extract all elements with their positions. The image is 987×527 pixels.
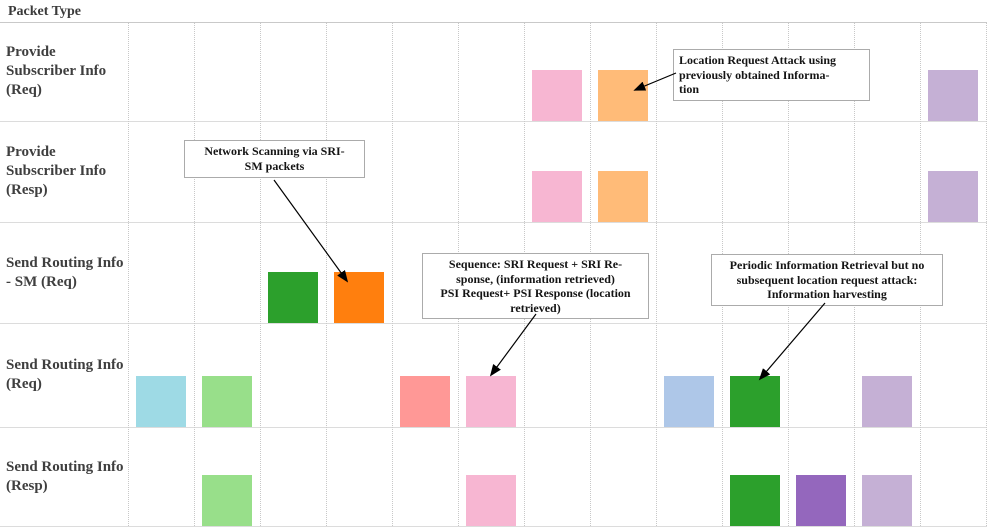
row-separator-line [0, 323, 987, 324]
packet-block [928, 70, 978, 121]
time-gridline [392, 22, 393, 526]
packet-block [862, 376, 912, 427]
packet-block [532, 70, 582, 121]
packet-block [466, 376, 516, 427]
row-label: Send Routing Info - SM (Req) [6, 255, 124, 290]
packet-block [730, 475, 780, 526]
packet-block [202, 475, 252, 526]
time-gridline [260, 22, 261, 526]
packet-block [598, 171, 648, 222]
packet-block [928, 171, 978, 222]
row-label: Provide Subscriber Info (Resp) [6, 144, 107, 198]
row-separator-line [0, 22, 987, 23]
packet-block [400, 376, 450, 427]
packet-block [862, 475, 912, 526]
annotation-arrow [758, 302, 826, 381]
y-axis-header: Packet Type [8, 4, 81, 19]
annotation-box: Sequence: SRI Request + SRI Re- sponse, … [422, 253, 649, 319]
packet-block [268, 272, 318, 323]
time-gridline [128, 22, 129, 526]
packet-block [598, 70, 648, 121]
row-label: Send Routing Info (Req) [6, 357, 124, 392]
annotation-box: Periodic Information Retrieval but no su… [711, 254, 943, 306]
time-gridline [656, 22, 657, 526]
packet-block [796, 475, 846, 526]
packet-block [202, 376, 252, 427]
row-label: Send Routing Info (Resp) [6, 459, 124, 494]
row-separator-line [0, 121, 987, 122]
annotation-arrow [273, 179, 349, 283]
time-gridline [326, 22, 327, 526]
packet-block [730, 376, 780, 427]
packet-block [466, 475, 516, 526]
packet-block [136, 376, 186, 427]
annotation-box: Location Request Attack using previously… [673, 49, 870, 101]
packet-block [664, 376, 714, 427]
packet-block [532, 171, 582, 222]
row-label: Provide Subscriber Info (Req) [6, 44, 107, 98]
packet-block [334, 272, 384, 323]
time-gridline [194, 22, 195, 526]
annotation-box: Network Scanning via SRI- SM packets [184, 140, 365, 178]
row-separator-line [0, 222, 987, 223]
row-separator-line [0, 427, 987, 428]
